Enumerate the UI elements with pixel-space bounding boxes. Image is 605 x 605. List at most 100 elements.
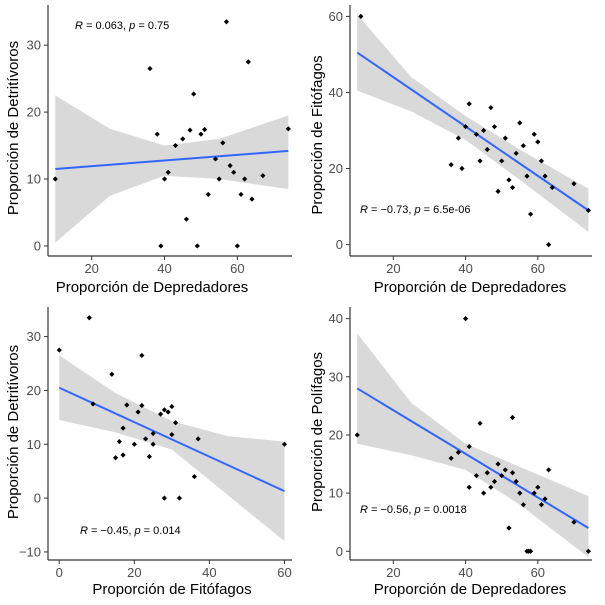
data-point bbox=[488, 484, 494, 490]
data-point bbox=[191, 473, 197, 480]
x-tick-label: 20 bbox=[386, 261, 400, 276]
data-point bbox=[143, 436, 149, 442]
data-point bbox=[520, 143, 526, 149]
data-point bbox=[473, 131, 480, 137]
data-point bbox=[161, 176, 168, 182]
correlation-annotation: R = −0.73, p = 6.5e-06 bbox=[360, 204, 470, 216]
correlation-annotation: R = 0.063, p = 0.75 bbox=[75, 20, 169, 32]
data-point bbox=[542, 496, 548, 502]
x-axis-title: Proporción de Depredadores bbox=[374, 279, 567, 296]
data-point bbox=[205, 191, 211, 198]
y-tick-label: 20 bbox=[27, 383, 41, 398]
panel-fitofagos-vs-depredadores: Proporción de Depredadores Proporción de… bbox=[309, 5, 592, 296]
x-tick-label: 60 bbox=[277, 565, 291, 580]
data-point bbox=[459, 165, 465, 172]
data-point bbox=[506, 177, 512, 183]
data-point bbox=[150, 430, 156, 437]
data-point bbox=[542, 173, 548, 179]
data-point bbox=[585, 548, 591, 554]
data-point bbox=[161, 495, 167, 501]
data-point bbox=[172, 142, 179, 149]
data-point bbox=[520, 502, 526, 508]
data-point bbox=[242, 176, 248, 182]
data-point bbox=[354, 432, 360, 438]
panel-detritivoros-vs-depredadores: Proporción de Depredadores Proporción de… bbox=[5, 5, 292, 296]
data-point bbox=[585, 207, 591, 213]
data-point bbox=[161, 407, 167, 413]
data-point bbox=[183, 216, 189, 222]
data-point bbox=[506, 525, 512, 531]
data-point bbox=[509, 470, 516, 476]
data-point bbox=[139, 402, 145, 409]
x-tick-label: 60 bbox=[230, 261, 244, 276]
data-point bbox=[448, 162, 454, 168]
data-point bbox=[86, 315, 92, 321]
data-point bbox=[150, 441, 156, 447]
data-point bbox=[481, 127, 487, 134]
data-point bbox=[571, 181, 577, 187]
confidence-band bbox=[59, 355, 285, 542]
x-tick-label: 40 bbox=[202, 565, 216, 580]
data-point bbox=[571, 519, 577, 525]
data-point bbox=[165, 409, 171, 415]
data-point bbox=[477, 420, 483, 426]
data-point bbox=[546, 241, 552, 248]
data-point bbox=[488, 105, 494, 111]
data-point bbox=[281, 441, 288, 447]
data-point bbox=[124, 402, 130, 408]
data-point bbox=[462, 316, 469, 322]
data-point bbox=[538, 502, 545, 508]
data-point bbox=[455, 449, 461, 456]
data-point bbox=[234, 243, 240, 249]
data-point bbox=[549, 184, 555, 191]
y-tick-label: 20 bbox=[27, 105, 41, 120]
data-point bbox=[466, 443, 472, 450]
x-tick-label: 60 bbox=[531, 565, 545, 580]
y-tick-label: 30 bbox=[27, 329, 41, 344]
data-point bbox=[120, 452, 126, 458]
data-point bbox=[502, 467, 508, 473]
data-point bbox=[524, 173, 530, 179]
regression-line bbox=[356, 387, 589, 529]
data-point bbox=[491, 124, 498, 130]
data-point bbox=[535, 139, 541, 145]
data-point bbox=[195, 436, 201, 442]
x-tick-label: 60 bbox=[531, 261, 545, 276]
data-point bbox=[191, 91, 197, 97]
y-tick-label: 10 bbox=[27, 437, 41, 452]
data-point bbox=[358, 13, 364, 20]
y-axis-title: Proporción de Fitófagos bbox=[309, 55, 326, 214]
data-point bbox=[112, 455, 119, 461]
confidence-band bbox=[357, 14, 589, 232]
data-point bbox=[484, 146, 490, 153]
data-point bbox=[212, 156, 219, 162]
data-point bbox=[90, 401, 96, 407]
data-point bbox=[546, 467, 552, 473]
x-tick-label: 20 bbox=[127, 565, 141, 580]
data-point bbox=[466, 101, 472, 107]
data-point bbox=[245, 59, 251, 65]
correlation-annotation: R = −0.56, p = 0.0018 bbox=[360, 504, 467, 516]
y-tick-label: 40 bbox=[329, 311, 343, 326]
y-tick-label: 30 bbox=[27, 38, 41, 53]
x-tick-label: 40 bbox=[458, 565, 472, 580]
y-tick-label: 10 bbox=[329, 486, 343, 501]
data-point bbox=[499, 473, 505, 479]
data-point bbox=[146, 454, 152, 460]
data-point bbox=[538, 158, 545, 164]
data-point bbox=[220, 140, 226, 146]
data-point bbox=[201, 126, 208, 133]
x-axis-title: Proporción de Depredadores bbox=[374, 581, 567, 598]
data-point bbox=[509, 184, 516, 191]
panel-detritivoros-vs-fitofagos: Proporción de Fitófagos Proporción de De… bbox=[5, 307, 292, 598]
data-point bbox=[517, 490, 523, 496]
data-point bbox=[169, 431, 175, 438]
data-point bbox=[109, 371, 115, 377]
y-axis-title: Proporción de Detritívoros bbox=[5, 345, 22, 519]
data-point bbox=[499, 158, 505, 164]
correlation-annotation: R = −0.45, p = 0.014 bbox=[80, 525, 181, 537]
data-point bbox=[131, 441, 137, 447]
data-point bbox=[158, 243, 164, 249]
data-point bbox=[227, 163, 233, 169]
data-point bbox=[216, 176, 222, 182]
